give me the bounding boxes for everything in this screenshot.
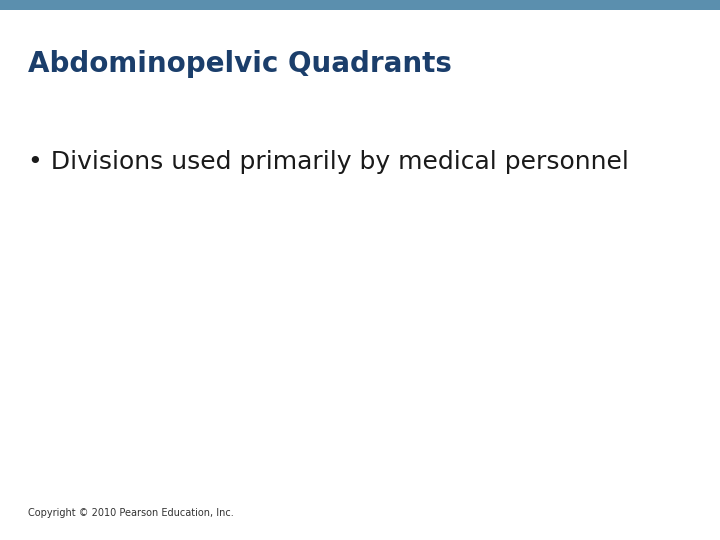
Bar	[0, 0, 720, 10]
Text: • Divisions used primarily by medical personnel: • Divisions used primarily by medical pe…	[28, 150, 629, 174]
Text: Abdominopelvic Quadrants: Abdominopelvic Quadrants	[28, 50, 452, 78]
Text: Copyright © 2010 Pearson Education, Inc.: Copyright © 2010 Pearson Education, Inc.	[28, 508, 234, 518]
